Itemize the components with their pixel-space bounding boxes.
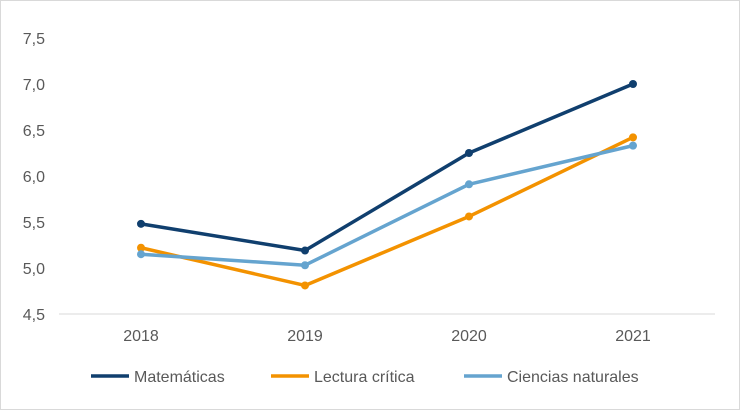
series-line-2 xyxy=(140,143,634,267)
legend-label: Lectura crítica xyxy=(314,369,415,386)
y-tick-label: 6,5 xyxy=(23,123,45,140)
data-point xyxy=(301,281,309,290)
data-point xyxy=(465,149,473,157)
y-tick-label: 5,5 xyxy=(23,215,45,232)
legend-label: Matemáticas xyxy=(134,369,225,386)
x-tick-label: 2019 xyxy=(287,328,323,345)
x-tick-label: 2021 xyxy=(615,328,651,345)
data-point xyxy=(465,212,473,221)
data-point xyxy=(137,243,145,252)
y-tick-label: 7,5 xyxy=(23,31,45,48)
legend-label: Ciencias naturales xyxy=(507,369,639,386)
y-tick-label: 4,5 xyxy=(23,307,45,324)
data-point xyxy=(629,141,637,150)
data-point xyxy=(301,261,309,270)
data-point xyxy=(137,219,145,228)
y-tick-label: 6,0 xyxy=(23,169,45,186)
data-point xyxy=(137,250,145,259)
y-tick-label: 7,0 xyxy=(23,77,45,94)
data-point xyxy=(629,133,637,142)
x-tick-label: 2018 xyxy=(123,328,159,345)
data-point xyxy=(629,80,637,88)
data-point xyxy=(301,246,309,255)
series-line-1 xyxy=(140,135,634,288)
x-tick-label: 2020 xyxy=(451,328,487,345)
data-point xyxy=(465,180,473,189)
series-line-0 xyxy=(140,82,634,253)
y-tick-label: 5,0 xyxy=(23,261,45,278)
